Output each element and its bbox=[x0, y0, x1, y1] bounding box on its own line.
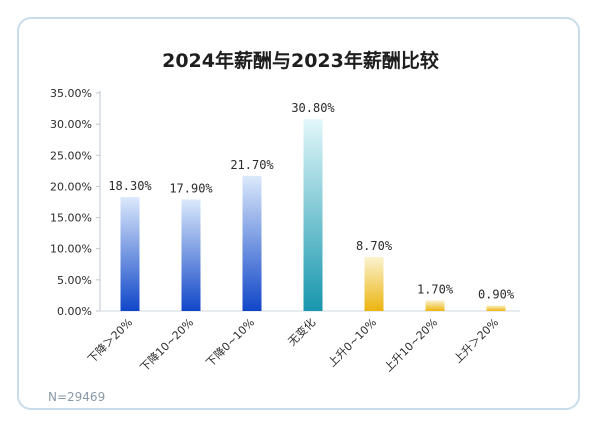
bar bbox=[364, 256, 384, 311]
y-tick-label: 20.00% bbox=[50, 180, 92, 193]
bar bbox=[303, 119, 323, 311]
bar-value-label: 18.30% bbox=[108, 179, 152, 193]
x-category-label: 上升＞20% bbox=[451, 316, 501, 366]
x-category-label: 上升10~20% bbox=[382, 316, 440, 374]
chart-title: 2024年薪酬与2023年薪酬比较 bbox=[162, 50, 439, 72]
y-tick-label: 35.00% bbox=[50, 87, 92, 100]
bar bbox=[425, 300, 445, 311]
bar bbox=[486, 305, 506, 311]
bar bbox=[120, 197, 140, 311]
bar bbox=[181, 199, 201, 311]
sample-size-note: N=29469 bbox=[48, 390, 106, 404]
y-tick-label: 30.00% bbox=[50, 118, 92, 131]
x-category-label: 下降10~20% bbox=[137, 315, 196, 374]
y-tick-label: 0.00% bbox=[57, 305, 92, 318]
x-category-label: 下降0~10% bbox=[203, 315, 257, 369]
x-category-label: 下降＞20% bbox=[85, 315, 136, 366]
y-tick-label: 25.00% bbox=[50, 149, 92, 162]
chart-card bbox=[17, 17, 580, 410]
bar-value-label: 8.70% bbox=[356, 239, 393, 253]
bar-value-label: 30.80% bbox=[291, 101, 335, 115]
bar-value-label: 17.90% bbox=[169, 182, 213, 196]
y-tick-label: 15.00% bbox=[50, 212, 92, 225]
bar-value-label: 21.70% bbox=[230, 158, 274, 172]
y-tick-label: 5.00% bbox=[57, 274, 92, 287]
bar-value-label: 1.70% bbox=[417, 282, 454, 296]
x-category-label: 无变化 bbox=[285, 315, 318, 348]
y-tick-label: 10.00% bbox=[50, 243, 92, 256]
bar-value-label: 0.90% bbox=[478, 287, 515, 301]
bar bbox=[242, 175, 262, 311]
x-category-label: 上升0~10% bbox=[326, 316, 380, 370]
